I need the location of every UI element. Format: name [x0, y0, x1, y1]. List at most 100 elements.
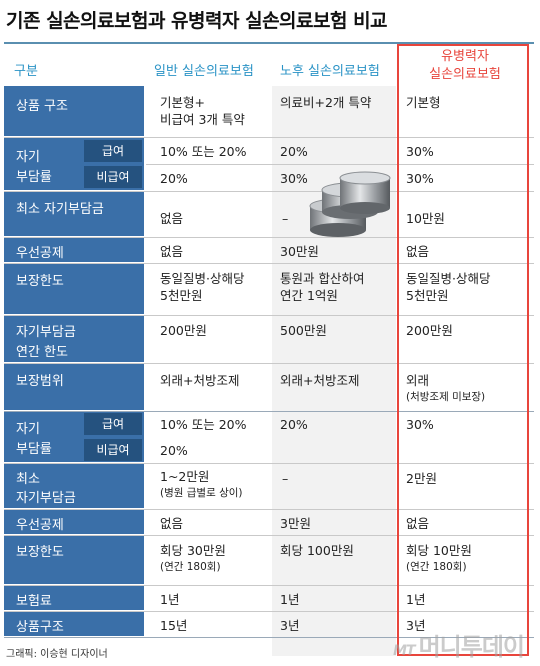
row-label-coverage-limit-outpatient: 보장한도	[4, 536, 144, 584]
cell-structure-senior: 3년	[280, 618, 300, 633]
coin	[339, 171, 391, 214]
row-label-text: 최소 자기부담금	[16, 202, 104, 217]
row-label-coverage-scope: 보장범위	[4, 364, 144, 410]
cell-deductible-general: 없음	[160, 244, 184, 259]
row-divider	[4, 191, 534, 192]
row-label-renewal-structure: 상품구조	[4, 612, 144, 636]
cell-copay2-senior: 20%	[280, 417, 308, 432]
row-label-text: 최소	[16, 472, 40, 487]
publisher-watermark: MT 머니투데이	[393, 627, 525, 662]
cell-scope-general: 외래+처방조제	[160, 373, 240, 388]
cell-limit-senior: 통원과 합산하여 연간 1억원	[280, 270, 364, 304]
cell-line: 외래	[406, 373, 430, 388]
cell-copay2-noncovered-general: 20%	[160, 443, 188, 458]
cell-structure-general: 15년	[160, 618, 188, 633]
cell-copay2-preexisting: 30%	[406, 417, 434, 432]
cell-line: 통원과 합산하여	[280, 271, 365, 286]
row-label-text: 자기부담금	[16, 325, 76, 340]
row-divider	[4, 535, 534, 536]
credit-text: 그래픽: 이승현 디자이너	[6, 649, 108, 660]
page-title: 기존 실손의료보험과 유병력자 실손의료보험 비교	[6, 10, 388, 32]
row-label-text: 보장범위	[16, 374, 64, 389]
row-divider	[4, 463, 534, 464]
row-label-text: 우선공제	[16, 518, 64, 533]
section-divider	[4, 411, 534, 412]
row-label-text: 상품 구조	[16, 99, 68, 114]
cell-deductible-preexisting: 없음	[406, 244, 430, 259]
cell-line: 회당 10만원	[406, 543, 472, 558]
cell-deductible-senior: 30만원	[280, 244, 319, 259]
sublabel-covered: 급여	[84, 413, 142, 435]
cell-mincopay-general: 없음	[160, 211, 184, 226]
row-label-annual-limit: 자기부담금 연간 한도	[4, 316, 144, 362]
row-divider	[4, 137, 534, 138]
cell-mincopay-senior: –	[282, 211, 289, 226]
cell-line: 비급여 3개 특약	[160, 112, 245, 127]
cell-limit2-senior: 회당 100만원	[280, 543, 354, 558]
cell-copay-noncovered-senior: 30%	[280, 171, 308, 186]
table-bottom-border	[4, 637, 534, 638]
cell-copay-noncovered-general: 20%	[160, 171, 188, 186]
cell-annual-senior: 500만원	[280, 323, 327, 338]
header-preexisting-insurance: 유병력자 실손의료보험	[398, 48, 532, 82]
cell-line: 기본형+	[160, 95, 205, 110]
row-divider	[4, 237, 534, 238]
cell-line: 동일질병·상해당	[160, 271, 245, 286]
cell-deductible2-senior: 3만원	[280, 516, 311, 531]
watermark-text: 머니투데이	[418, 633, 525, 661]
row-label-text: 자기	[16, 422, 40, 437]
cell-limit-general: 동일질병·상해당 5천만원	[160, 270, 244, 304]
cell-line: (연간 180회)	[160, 561, 221, 573]
cell-annual-general: 200만원	[160, 323, 207, 338]
row-divider	[4, 263, 534, 264]
row-label-text: 보장한도	[16, 545, 64, 560]
cell-product-preexisting: 기본형	[406, 95, 441, 110]
row-label-coverage-limit: 보장한도	[4, 264, 144, 314]
cell-annual-preexisting: 200만원	[406, 323, 453, 338]
row-divider	[4, 585, 534, 586]
cell-copay-covered-general: 10% 또는 20%	[160, 144, 247, 159]
row-label-text: 자기부담금	[16, 491, 76, 506]
cell-copay-covered-preexisting: 30%	[406, 144, 434, 159]
row-divider	[4, 509, 534, 510]
cell-line: 1~2만원	[160, 469, 210, 484]
row-label-text: 보험료	[16, 594, 52, 609]
cell-product-general: 기본형+ 비급여 3개 특약	[160, 94, 245, 128]
cell-limit2-general: 회당 30만원 (연간 180회)	[160, 542, 226, 576]
row-label-text: 부담률	[16, 442, 52, 457]
row-label-text: 우선공제	[16, 246, 64, 261]
header-preexisting-line1: 유병력자	[441, 49, 489, 64]
sublabel-noncovered: 비급여	[84, 439, 142, 461]
cell-mincopay2-preexisting: 2만원	[406, 471, 437, 486]
cell-structure-preexisting: 3년	[406, 618, 426, 633]
cell-premium-senior: 1년	[280, 592, 300, 607]
sublabel-covered: 급여	[84, 140, 142, 162]
cell-scope-preexisting: 외래 (처방조제 미보장)	[406, 372, 485, 406]
cell-line: (연간 180회)	[406, 561, 467, 573]
cell-mincopay2-general: 1~2만원 (병원 급별로 상이)	[160, 468, 243, 502]
cell-line: 5천만원	[160, 288, 203, 303]
cell-copay2-covered-general: 10% 또는 20%	[160, 417, 247, 432]
row-label-min-copay: 최소 자기부담금	[4, 192, 144, 236]
header-category: 구분	[14, 64, 38, 79]
cell-copay-covered-senior: 20%	[280, 144, 308, 159]
header-preexisting-line2: 실손의료보험	[429, 67, 501, 82]
cell-mincopay2-senior: –	[282, 471, 289, 486]
cell-line: 5천만원	[406, 288, 449, 303]
cell-premium-general: 1년	[160, 592, 180, 607]
cell-premium-preexisting: 1년	[406, 592, 426, 607]
watermark-prefix: MT	[393, 643, 416, 659]
cell-line: 동일질병·상해당	[406, 271, 491, 286]
highlight-preexisting-column	[397, 44, 529, 656]
header-divider	[4, 42, 534, 44]
cell-line: (처방조제 미보장)	[406, 391, 486, 403]
row-label-deductible-outpatient: 우선공제	[4, 510, 144, 534]
row-label-text: 자기	[16, 150, 40, 165]
row-divider	[4, 315, 534, 316]
row-label-deductible: 우선공제	[4, 238, 144, 262]
row-label-min-copay-outpatient: 최소 자기부담금	[4, 464, 144, 508]
row-label-premium: 보험료	[4, 586, 144, 610]
row-divider	[4, 611, 534, 612]
sublabel-noncovered: 비급여	[84, 166, 142, 188]
row-label-text: 연간 한도	[16, 345, 68, 360]
